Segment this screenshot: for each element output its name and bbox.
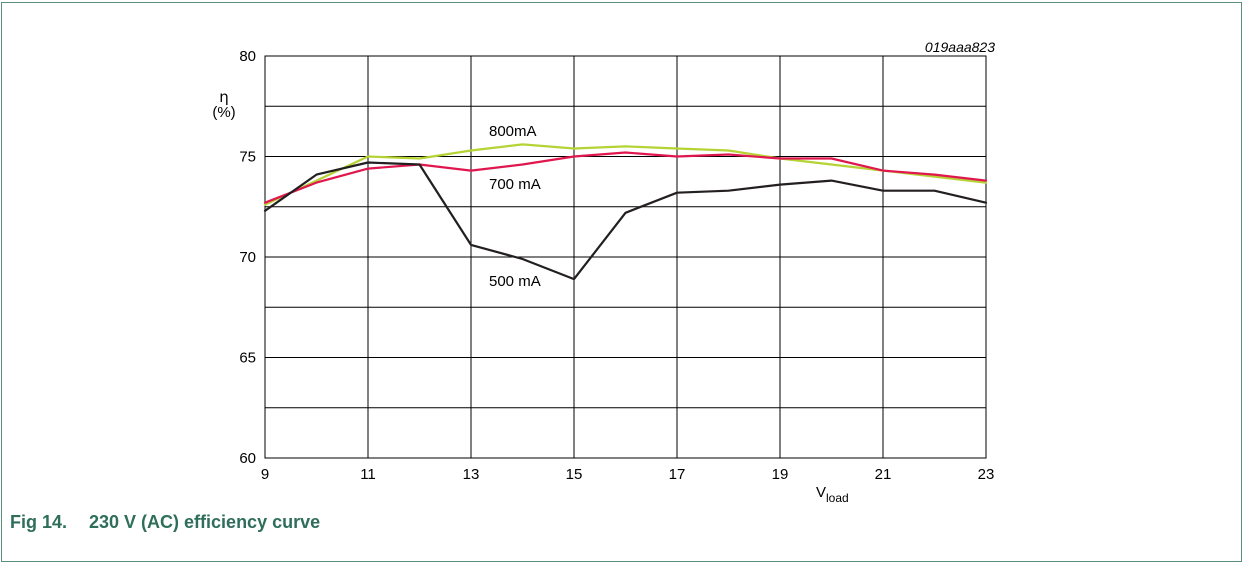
series-label-800ma: 800mA	[489, 123, 537, 140]
y-axis-label-unit: (%)	[212, 104, 235, 121]
x-tick-label: 9	[261, 466, 269, 483]
figure-id-label: 019aaa823	[925, 39, 995, 55]
y-tick-label: 75	[239, 149, 256, 166]
tick-labels: 9 11 13 15 17 19 21 23 60 65 70 75 80	[239, 48, 994, 483]
x-tick-label: 13	[463, 466, 480, 483]
figure-caption-number: Fig 14.	[10, 512, 68, 532]
x-tick-label: 23	[978, 466, 995, 483]
series-line-500ma	[263, 161, 988, 281]
series-label-500ma: 500 mA	[489, 273, 541, 290]
x-tick-label: 21	[875, 466, 892, 483]
series-line-800ma	[263, 143, 988, 206]
figure-caption-text: 230 V (AC) efficiency curve	[89, 512, 321, 532]
series-line-700ma	[263, 151, 988, 204]
x-tick-label: 19	[772, 466, 789, 483]
y-tick-label: 60	[239, 450, 256, 467]
x-tick-label: 15	[566, 466, 583, 483]
x-axis-label-subscript: load	[826, 491, 849, 505]
y-axis-label-symbol: η	[219, 88, 229, 106]
chart-grid	[264, 55, 987, 459]
y-tick-label: 80	[239, 48, 256, 65]
y-tick-label: 65	[239, 350, 256, 367]
series-lines	[263, 143, 988, 281]
figure-caption: Fig 14. 230 V (AC) efficiency curve	[10, 512, 320, 533]
x-tick-label: 11	[360, 466, 376, 483]
series-label-700ma: 700 mA	[489, 176, 541, 193]
y-tick-label: 70	[239, 249, 256, 266]
x-axis-label-main: V	[816, 484, 826, 501]
x-axis-label: Vload	[816, 484, 849, 505]
x-tick-label: 17	[669, 466, 686, 483]
